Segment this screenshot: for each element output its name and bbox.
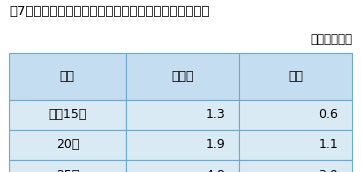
Text: 4.8: 4.8 [205, 169, 225, 172]
Text: 表7　「太陽光を利用した発電機器あり」の住宅の割合: 表7 「太陽光を利用した発電機器あり」の住宅の割合 [9, 5, 209, 18]
Text: 年次: 年次 [60, 70, 75, 83]
Text: 1.3: 1.3 [205, 108, 225, 121]
Text: 1.9: 1.9 [205, 138, 225, 151]
Text: （単位：％）: （単位：％） [310, 33, 352, 46]
Text: 全国: 全国 [288, 70, 303, 83]
Text: 0.6: 0.6 [318, 108, 338, 121]
Text: 平成15年: 平成15年 [48, 108, 87, 121]
Text: 20年: 20年 [56, 138, 79, 151]
Text: 山口県: 山口県 [171, 70, 193, 83]
Text: 1.1: 1.1 [319, 138, 338, 151]
Text: 25年: 25年 [56, 169, 79, 172]
Text: 3.0: 3.0 [318, 169, 338, 172]
